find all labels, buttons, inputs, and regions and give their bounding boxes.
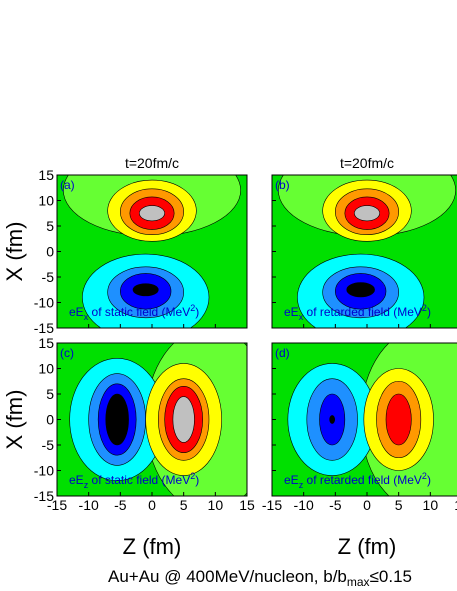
panel-label: (a) (60, 178, 75, 192)
contour-level (329, 415, 335, 424)
annotation-text: eE (69, 305, 84, 319)
annotation: eEx of static field (MeV2) (69, 303, 199, 322)
y-tick-label: 0 (46, 412, 54, 428)
annotation-rest: of static field (MeV (88, 473, 190, 487)
y-tick-label: 15 (38, 335, 54, 351)
panel-label: (b) (275, 178, 290, 192)
y-tick-label: 5 (46, 218, 54, 234)
annotation-rest: of retarded field (MeV (303, 473, 422, 487)
x-tick-label: 15 (454, 497, 457, 513)
x-tick-label: -5 (114, 497, 127, 513)
caption-sub: max (347, 575, 370, 589)
y-tick-label: -5 (42, 269, 55, 285)
annotation-sub: z (299, 480, 304, 490)
annotation-rest: of static field (MeV (88, 305, 190, 319)
annotation-text: eE (284, 473, 299, 487)
contour-level (139, 205, 165, 222)
y-axis-label: X (fm) (2, 222, 27, 282)
contour-level (172, 396, 195, 443)
x-tick-label: 0 (148, 497, 156, 513)
annotation-text: eE (284, 305, 299, 319)
panel-title: t=20fm/c (340, 155, 394, 171)
contour-plot (57, 175, 247, 328)
contour-level (346, 282, 375, 298)
y-tick-label: 10 (38, 361, 54, 377)
x-tick-label: 15 (239, 497, 255, 513)
annotation-text: eE (69, 473, 84, 487)
contour-level (354, 205, 380, 222)
x-tick-label: 10 (208, 497, 224, 513)
annotation-sub: x (84, 312, 89, 322)
y-tick-label: -15 (34, 320, 54, 336)
y-tick-label: 10 (38, 193, 54, 209)
x-tick-label: -10 (79, 497, 99, 513)
x-tick-label: 0 (363, 497, 371, 513)
annotation-end: ) (195, 473, 199, 487)
contour-level (105, 393, 129, 446)
x-tick-label: 10 (423, 497, 439, 513)
annotation-end: ) (195, 305, 199, 319)
caption-end: ≤0.15 (370, 567, 412, 586)
annotation: eEx of retarded field (MeV2) (284, 303, 431, 322)
y-tick-label: -10 (34, 295, 54, 311)
x-tick-label: 5 (180, 497, 188, 513)
x-axis-label: Z (fm) (338, 534, 397, 559)
y-axis-label: X (fm) (2, 390, 27, 450)
y-tick-label: -5 (42, 437, 55, 453)
contour-plot (57, 343, 247, 496)
annotation-end: ) (427, 305, 431, 319)
y-tick-label: -10 (34, 463, 54, 479)
annotation-end: ) (427, 473, 431, 487)
caption: Au+Au @ 400MeV/nucleon, b/bmax≤0.15 (108, 567, 412, 589)
y-tick-label: 15 (38, 167, 54, 183)
x-tick-label: -10 (294, 497, 314, 513)
x-tick-label: 5 (395, 497, 403, 513)
annotation-rest: of retarded field (MeV (303, 305, 422, 319)
annotation-sup: 2 (190, 471, 195, 481)
x-axis-label: Z (fm) (123, 534, 182, 559)
annotation-sup: 2 (422, 303, 427, 313)
annotation-sub: x (299, 312, 304, 322)
panel-label: (c) (60, 346, 74, 360)
panel-label: (d) (275, 346, 290, 360)
x-tick-label: -15 (262, 497, 282, 513)
y-tick-label: 0 (46, 244, 54, 260)
annotation-sup: 2 (190, 303, 195, 313)
y-tick-label: 5 (46, 386, 54, 402)
x-tick-label: -15 (47, 497, 67, 513)
contour-plot (272, 175, 457, 328)
caption-text: Au+Au @ 400MeV/nucleon, b/b (108, 567, 347, 586)
y-tick-label: -15 (34, 488, 54, 504)
x-tick-label: -5 (329, 497, 342, 513)
panel-title: t=20fm/c (125, 155, 179, 171)
annotation: eEz of static field (MeV2) (69, 471, 199, 490)
annotation-sub: z (84, 480, 89, 490)
contour-plot (272, 343, 457, 496)
annotation: eEz of retarded field (MeV2) (284, 471, 431, 490)
contour-level (132, 283, 159, 297)
contour-level (385, 393, 412, 446)
annotation-sup: 2 (422, 471, 427, 481)
